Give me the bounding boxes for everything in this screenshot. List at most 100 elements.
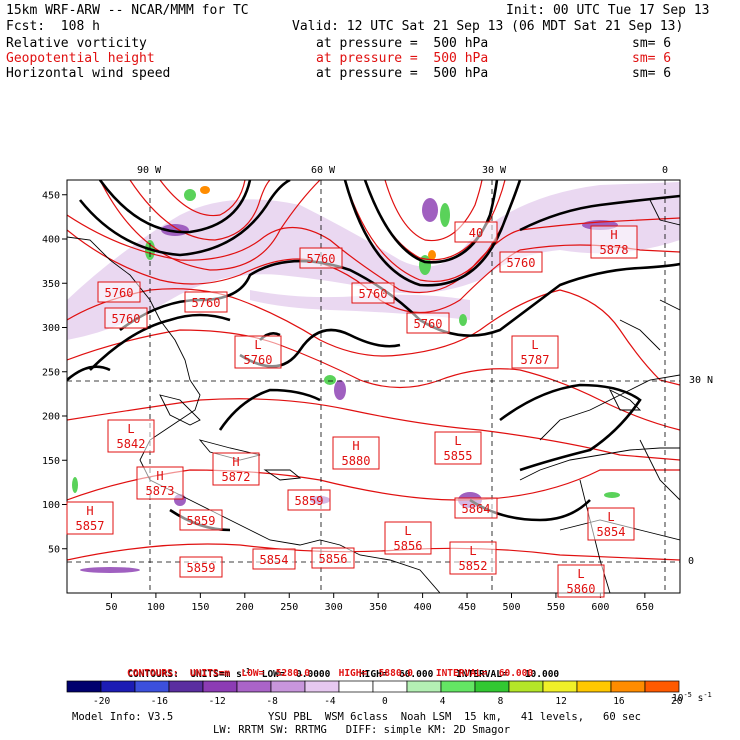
height-label: 5854 [252, 548, 296, 570]
height-label-value: 5760 [105, 286, 134, 300]
colorbar-units: 10-5 s-1 [672, 691, 712, 704]
y-tick-label: 400 [42, 235, 60, 246]
height-label-value: 5873 [146, 484, 175, 498]
height-label-box [384, 521, 432, 555]
colorbar-unit-suffix: s [691, 693, 704, 705]
colorbar-tick-label: -8 [266, 696, 278, 707]
valid-time: Valid: 12 UTC Sat 21 Sep 13 (06 MDT Sat … [292, 19, 684, 34]
height-label-type: L [469, 544, 476, 558]
colorbar-tick-label: 20 [671, 696, 683, 707]
field-level-geopotential: at pressure = 500 hPa [316, 51, 489, 66]
height-label-value: 5859 [187, 561, 216, 575]
height-label-box [434, 431, 482, 465]
height-labels: 576057605760576057605760576040L5760L5787… [66, 221, 638, 598]
height-label: 5856 [311, 547, 355, 569]
height-label: 5859 [179, 509, 223, 531]
height-label-box [287, 489, 331, 511]
height-label-type: H [232, 455, 239, 469]
wind-contour-units: CONTOURS: UNITS=m s [127, 669, 242, 681]
field-name-wind: Horizontal wind speed [6, 66, 171, 81]
colorbar-tick-label: -4 [324, 696, 336, 707]
field-smooth-vorticity: sm= 6 [632, 36, 672, 51]
height-label-box [454, 497, 498, 519]
colorbar-swatch [440, 680, 476, 693]
x-tick-label: 50 [105, 602, 117, 613]
height-label-value: 5859 [295, 494, 324, 508]
colorbar-tick-label: 0 [382, 696, 388, 707]
height-label-type: L [454, 434, 461, 448]
height-label-value: 5852 [459, 559, 488, 573]
field-level-vorticity: at pressure = 500 hPa [316, 36, 489, 51]
colorbar-tick-label: 8 [497, 696, 504, 707]
height-label-box [406, 312, 450, 334]
height-label-value: 5872 [222, 470, 251, 484]
height-label-type: L [531, 338, 538, 352]
x-tick-label: 400 [414, 602, 432, 613]
colorbar-swatch [474, 680, 510, 693]
lon-label-0: 0 [662, 165, 669, 176]
height-label: 5760 [104, 307, 148, 329]
field-name-vorticity: Relative vorticity [6, 36, 147, 51]
vorticity-positive-patches [72, 189, 620, 498]
wind-contour-range: LOW= 0.0000 HIGH= 60.000 INTERVAL= 10.00… [250, 669, 560, 681]
lon-label-90w: 90 W [137, 165, 162, 176]
height-label-box [179, 556, 223, 578]
height-label-value: 5842 [117, 437, 146, 451]
height-label-box [590, 225, 638, 259]
colorbar-swatch [644, 680, 680, 693]
x-tick-label: 650 [636, 602, 654, 613]
y-tick-label: 350 [42, 279, 60, 290]
field-level-wind: at pressure = 500 hPa [316, 66, 489, 81]
physics-info-line2: LW: RRTM SW: RRTMG DIFF: simple KM: 2D S… [213, 724, 511, 736]
height-label: 5760 [97, 281, 141, 303]
height-label-box [136, 466, 184, 500]
colorbar-swatch [576, 680, 612, 693]
colorbar-tick-label: 4 [439, 696, 446, 707]
lon-label-60w: 60 W [311, 165, 336, 176]
y-tick-label: 50 [48, 544, 60, 555]
height-label-box [212, 452, 260, 486]
height-label-type: L [577, 567, 584, 581]
height-label-value: 5760 [192, 296, 221, 310]
height-label-value: 40 [469, 226, 483, 240]
colorbar-tick-label: -12 [208, 696, 226, 707]
height-label-box [557, 564, 605, 598]
height-label-value: 5760 [112, 312, 141, 326]
height-label-type: H [156, 469, 163, 483]
y-tick-label: 300 [42, 323, 60, 334]
height-label-value: 5760 [244, 353, 273, 367]
x-tick-label: 100 [147, 602, 165, 613]
vorticity-max-patches [200, 186, 436, 260]
lat-label-0: 0 [688, 556, 695, 567]
height-label-box [66, 501, 114, 535]
colorbar-swatch [168, 680, 204, 693]
colorbar-swatch [236, 680, 272, 693]
colorbar-unit-exp: -5 [683, 691, 692, 699]
height-label-type: H [352, 439, 359, 453]
height-label-value: 5854 [260, 553, 289, 567]
height-label-type: L [127, 422, 134, 436]
height-label-value: 5854 [597, 525, 626, 539]
colorbar-swatch [542, 680, 578, 693]
x-tick-label: 300 [325, 602, 343, 613]
field-name-geopotential: Geopotential height [6, 51, 155, 66]
height-label-value: 5859 [187, 514, 216, 528]
height-label-box [234, 335, 282, 369]
x-tick-label: 500 [502, 602, 520, 613]
height-label-value: 5860 [567, 582, 596, 596]
colorbar-swatch [372, 680, 408, 693]
y-tick-label: 200 [42, 412, 60, 423]
height-label: 5760 [499, 251, 543, 273]
height-label: 5859 [179, 556, 223, 578]
colorbar-swatch [508, 680, 544, 693]
height-label-value: 5880 [342, 454, 371, 468]
height-contour-info: CONTOURS: UNITS=m LOW= 5280.0 HIGH= 5880… [127, 668, 534, 679]
height-label-box [499, 251, 543, 273]
